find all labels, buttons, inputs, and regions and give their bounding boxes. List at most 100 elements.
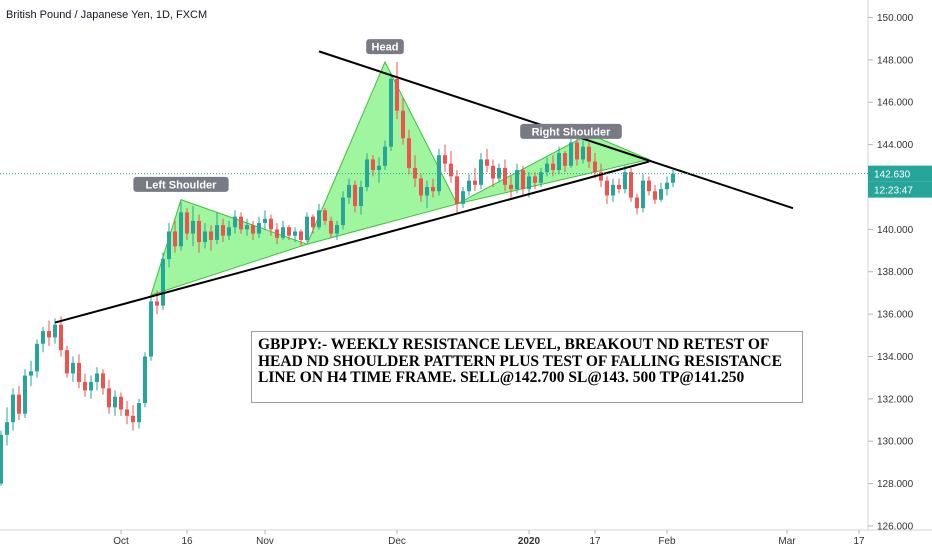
candles [0, 61, 675, 486]
candle [449, 150, 453, 183]
candle [287, 225, 291, 240]
candle-body [389, 78, 393, 147]
candle-body [509, 184, 513, 190]
time-tick-label: Dec [388, 536, 406, 547]
candle-body [41, 331, 45, 344]
candle-body [65, 350, 69, 374]
candle-body [137, 403, 141, 423]
candle-body [77, 362, 81, 382]
candle-body [0, 434, 3, 484]
candle [377, 157, 381, 183]
candle [41, 326, 45, 353]
candle-body [545, 163, 549, 173]
candle-body [503, 167, 507, 185]
time-tick-label: 17 [589, 536, 601, 547]
annotation-head: Head [366, 39, 404, 55]
candle [329, 216, 333, 238]
candle-body [569, 142, 573, 166]
current-price-label: 142.630 [874, 170, 911, 181]
candle [71, 356, 75, 382]
candle [95, 367, 99, 391]
candle [671, 170, 675, 187]
price-axis-background [868, 0, 932, 550]
candle [611, 178, 615, 202]
candle-body [263, 218, 267, 224]
candle [593, 153, 597, 179]
candle [437, 148, 441, 196]
candle-body [47, 331, 51, 338]
candle-body [35, 343, 39, 372]
candle [443, 144, 447, 173]
candle-body [305, 216, 309, 240]
pattern-triangle [150, 199, 309, 296]
candle-body [515, 170, 519, 190]
price-tick-label: 126.000 [877, 522, 914, 533]
current-price-tag [868, 165, 932, 182]
candle [635, 193, 639, 215]
candle [275, 223, 279, 245]
candle-body [383, 146, 387, 166]
candle-body [323, 210, 327, 221]
candle-body [341, 197, 345, 226]
time-tick-label: 16 [181, 536, 193, 547]
candle-body [167, 231, 171, 260]
price-tick-label: 144.000 [877, 140, 914, 151]
candle [77, 354, 81, 389]
candle [401, 97, 405, 145]
time-axis[interactable]: Oct 16 Nov Dec 2020 17 Feb Mar 17 [113, 530, 865, 547]
candle-body [659, 189, 663, 200]
candle [269, 214, 273, 236]
price-tick-label: 138.000 [877, 267, 914, 278]
candle [245, 218, 249, 236]
candle-body [107, 388, 111, 408]
candle-body [83, 381, 87, 391]
price-tick-label: 130.000 [877, 437, 914, 448]
candle-body [173, 231, 177, 247]
candle-body [557, 153, 561, 171]
candle [113, 390, 117, 416]
candle-body [443, 155, 447, 164]
candle [587, 142, 591, 168]
price-tick-label: 150.000 [877, 13, 914, 24]
candle-body [161, 259, 165, 306]
candle-body [419, 178, 423, 196]
candle [137, 398, 141, 429]
countdown-tag [868, 181, 932, 198]
candle-body [653, 191, 657, 200]
candle-body [521, 170, 525, 190]
countdown-label: 12:23:47 [874, 186, 913, 197]
annotation-bubble [366, 39, 404, 55]
current-price-marker: 142.630 12:23:47 [0, 165, 932, 198]
candle-body [407, 138, 411, 168]
candle [167, 223, 171, 268]
candle-body [635, 197, 639, 209]
candle-body [599, 172, 603, 181]
candle [65, 345, 69, 378]
candle [299, 229, 303, 247]
candle [281, 220, 285, 240]
candle [17, 386, 21, 421]
candle-body [125, 409, 129, 416]
candle [239, 212, 243, 234]
candle-body [233, 216, 237, 228]
candle-body [281, 227, 285, 238]
candle [383, 140, 387, 171]
candle [353, 180, 357, 213]
candle [641, 174, 645, 213]
candle [569, 136, 573, 168]
candle [509, 176, 513, 198]
candle [521, 165, 525, 196]
candle [533, 172, 537, 190]
candle [23, 369, 27, 418]
candle-body [401, 110, 405, 139]
candle-body [647, 180, 651, 192]
candle [347, 178, 351, 204]
candle [575, 134, 579, 166]
candle [323, 208, 327, 226]
price-tick-label: 128.000 [877, 479, 914, 490]
candle [233, 210, 237, 234]
trade-note: GBPJPY:- WEEKLY RESISTANCE LEVEL, BREAKO… [251, 331, 803, 403]
candle [35, 339, 39, 378]
candle-body [287, 227, 291, 236]
